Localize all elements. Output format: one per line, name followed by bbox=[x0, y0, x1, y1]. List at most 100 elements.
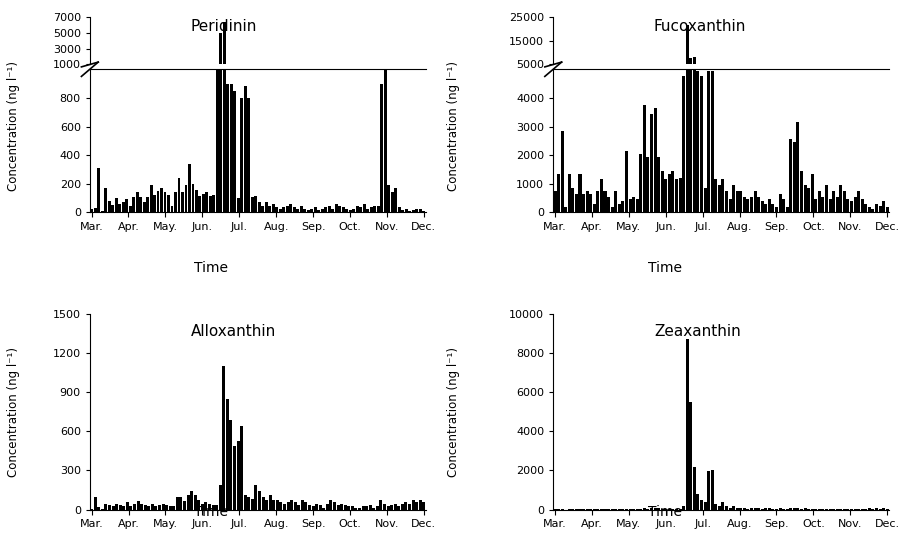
Bar bbox=[789, 508, 792, 510]
Bar bbox=[746, 508, 750, 510]
Text: Time: Time bbox=[647, 505, 682, 520]
Bar bbox=[219, 485, 222, 510]
Bar bbox=[401, 504, 404, 510]
Bar bbox=[665, 74, 667, 76]
Bar bbox=[195, 190, 198, 212]
Bar bbox=[686, 339, 689, 510]
Bar bbox=[251, 498, 254, 510]
Bar bbox=[136, 192, 138, 212]
Bar bbox=[290, 500, 293, 510]
Bar bbox=[639, 153, 642, 212]
Bar bbox=[324, 207, 328, 212]
Bar bbox=[205, 502, 207, 510]
Bar bbox=[208, 504, 211, 510]
Bar bbox=[359, 207, 363, 212]
Bar bbox=[779, 75, 781, 76]
Bar bbox=[411, 500, 415, 510]
Bar bbox=[600, 74, 603, 76]
Bar bbox=[800, 73, 803, 76]
Bar bbox=[632, 75, 635, 76]
Bar bbox=[578, 73, 582, 76]
Bar bbox=[707, 71, 710, 212]
Bar bbox=[150, 71, 153, 72]
Bar bbox=[223, 0, 226, 212]
Bar bbox=[381, 66, 383, 72]
Bar bbox=[183, 501, 186, 510]
Bar bbox=[373, 508, 375, 510]
Bar bbox=[216, 62, 219, 212]
Bar bbox=[265, 500, 269, 510]
Bar bbox=[797, 69, 799, 76]
Bar bbox=[700, 65, 703, 76]
Bar bbox=[661, 171, 664, 212]
Bar bbox=[703, 502, 707, 510]
Bar bbox=[258, 491, 261, 510]
Bar bbox=[672, 171, 674, 212]
Bar bbox=[625, 71, 628, 76]
Bar bbox=[665, 179, 667, 212]
Bar bbox=[261, 206, 264, 212]
Bar bbox=[690, 0, 692, 212]
Bar bbox=[188, 164, 191, 212]
Bar bbox=[121, 202, 125, 212]
Bar bbox=[632, 197, 635, 212]
Bar bbox=[317, 210, 321, 212]
Bar bbox=[843, 191, 846, 212]
Bar bbox=[557, 174, 560, 212]
Bar bbox=[867, 207, 871, 212]
Bar bbox=[700, 500, 703, 510]
Bar bbox=[665, 509, 667, 510]
Bar bbox=[643, 105, 646, 212]
Bar bbox=[843, 74, 846, 76]
Bar bbox=[589, 75, 593, 76]
Bar bbox=[93, 497, 97, 510]
Bar bbox=[178, 178, 180, 212]
Bar bbox=[832, 508, 835, 510]
Bar bbox=[319, 505, 321, 510]
Bar bbox=[125, 199, 128, 212]
Bar bbox=[575, 194, 578, 212]
Bar bbox=[654, 68, 656, 76]
Bar bbox=[818, 74, 821, 76]
Bar bbox=[696, 64, 700, 76]
Bar bbox=[312, 506, 314, 510]
Bar bbox=[885, 207, 889, 212]
Bar bbox=[206, 71, 208, 72]
Bar bbox=[854, 509, 857, 510]
Text: Concentration (ng l⁻¹): Concentration (ng l⁻¹) bbox=[447, 347, 460, 477]
Bar bbox=[639, 508, 642, 510]
Bar bbox=[222, 366, 225, 510]
Bar bbox=[286, 206, 289, 212]
Bar bbox=[181, 71, 184, 72]
Bar bbox=[328, 206, 330, 212]
Bar bbox=[743, 508, 746, 510]
Bar bbox=[174, 71, 177, 72]
Text: Concentration (ng l⁻¹): Concentration (ng l⁻¹) bbox=[7, 61, 20, 191]
Bar bbox=[818, 191, 821, 212]
Bar bbox=[746, 199, 750, 212]
Bar bbox=[707, 64, 710, 76]
Bar bbox=[162, 504, 164, 510]
Bar bbox=[692, 0, 696, 212]
Bar bbox=[789, 139, 792, 212]
Bar bbox=[714, 74, 718, 76]
Bar bbox=[233, 91, 236, 212]
Bar bbox=[139, 197, 142, 212]
Bar bbox=[825, 509, 828, 510]
Bar bbox=[240, 426, 243, 510]
Bar bbox=[174, 192, 177, 212]
Bar bbox=[97, 168, 100, 212]
Bar bbox=[201, 504, 204, 510]
Bar bbox=[750, 75, 753, 76]
Bar bbox=[596, 74, 599, 76]
Bar bbox=[342, 207, 345, 212]
Bar bbox=[304, 502, 307, 510]
Bar bbox=[822, 75, 824, 76]
Bar bbox=[209, 196, 212, 212]
Bar bbox=[647, 157, 649, 212]
Bar bbox=[600, 179, 603, 212]
Bar bbox=[814, 75, 817, 76]
Bar bbox=[358, 508, 361, 510]
Bar bbox=[675, 179, 678, 212]
Bar bbox=[151, 504, 154, 510]
